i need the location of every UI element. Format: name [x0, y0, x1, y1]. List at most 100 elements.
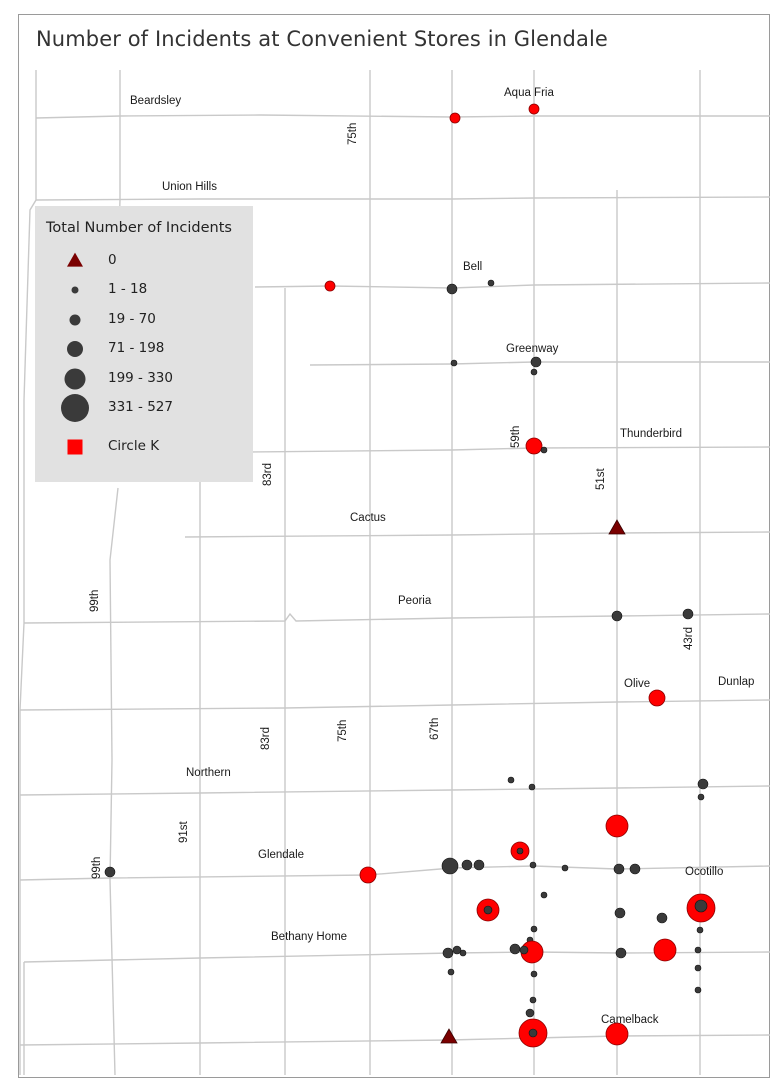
incident-store-marker[interactable] [697, 778, 709, 790]
label-greenway: Greenway [506, 343, 559, 355]
road-bethany-home [23, 951, 771, 963]
incident-store-marker[interactable] [611, 610, 623, 622]
incident-store-marker[interactable] [615, 947, 627, 959]
label-cactus: Cactus [350, 512, 386, 524]
legend-item-label: 71 - 198 [108, 340, 165, 356]
legend-circle-icon [64, 368, 86, 390]
incident-store-marker[interactable] [446, 283, 458, 295]
incident-store-marker[interactable] [540, 891, 548, 899]
road-beardsley [35, 114, 770, 119]
label-43rd: 43rd [683, 627, 695, 650]
circle-k-store-marker[interactable] [324, 280, 336, 292]
road-northern [19, 785, 771, 796]
road-union-hills [35, 196, 771, 201]
incident-store-marker[interactable] [447, 968, 455, 976]
incident-store-marker[interactable] [694, 946, 702, 954]
incident-store-marker[interactable] [540, 446, 548, 454]
circle-k-store-marker[interactable] [605, 1022, 629, 1046]
legend-item-label: 1 - 18 [108, 281, 148, 297]
incident-store-marker[interactable] [519, 945, 529, 955]
incident-store-marker[interactable] [516, 847, 524, 855]
incident-store-marker[interactable] [459, 949, 467, 957]
label-99th-south: 99th [91, 857, 103, 879]
circle-k-store-marker[interactable] [648, 689, 666, 707]
legend-triangle-icon [67, 252, 83, 267]
circle-k-store-marker[interactable] [528, 103, 540, 115]
label-peoria: Peoria [398, 595, 432, 607]
legend-circle-icon [69, 314, 81, 326]
incident-store-marker[interactable] [441, 857, 459, 875]
label-99th-north: 99th [89, 590, 101, 612]
incident-store-marker[interactable] [525, 1008, 535, 1018]
incident-store-marker[interactable] [656, 912, 668, 924]
label-75th-south: 75th [337, 720, 349, 742]
road-peoria [23, 612, 771, 624]
incident-store-marker[interactable] [461, 859, 473, 871]
circle-k-store-marker[interactable] [605, 814, 629, 838]
zero-incident-store-marker[interactable] [440, 1028, 458, 1044]
incident-store-marker[interactable] [487, 279, 495, 287]
legend-item-label: Circle K [108, 438, 160, 454]
zero-incident-store-marker[interactable] [608, 519, 626, 535]
circle-k-store-marker[interactable] [653, 938, 677, 962]
incident-store-marker[interactable] [613, 863, 625, 875]
label-59th: 59th [510, 426, 522, 448]
incident-store-marker[interactable] [529, 996, 537, 1004]
incident-store-marker[interactable] [694, 986, 702, 994]
label-aqua-fria: Aqua Fria [504, 87, 554, 99]
incident-store-marker[interactable] [614, 907, 626, 919]
label-union-hills: Union Hills [162, 181, 217, 193]
legend: Total Number of Incidents 0 1 - 18 19 - 70… [35, 206, 253, 482]
incident-store-marker[interactable] [694, 899, 708, 913]
incident-store-marker[interactable] [473, 859, 485, 871]
incident-store-marker[interactable] [104, 866, 116, 878]
label-ocotillo: Ocotillo [685, 866, 723, 878]
incident-store-marker[interactable] [507, 776, 515, 784]
incident-store-marker[interactable] [530, 970, 538, 978]
label-beardsley: Beardsley [130, 95, 181, 107]
road-greenway [309, 361, 770, 366]
street-labels: Beardsley Aqua Fria 75th Union Hills Bel… [89, 87, 754, 1026]
road-cactus [184, 531, 771, 538]
incident-store-marker[interactable] [530, 356, 542, 368]
circle-k-store-marker[interactable] [525, 437, 543, 455]
incident-store-marker[interactable] [483, 905, 493, 915]
incident-store-marker[interactable] [452, 945, 462, 955]
legend-circle-icon [61, 394, 89, 422]
label-51st: 51st [595, 467, 607, 490]
incident-store-marker[interactable] [694, 964, 702, 972]
map-title: Number of Incidents at Convenient Stores… [36, 27, 608, 51]
circle-k-store-marker[interactable] [449, 112, 461, 124]
label-olive: Olive [624, 678, 650, 690]
incident-store-marker[interactable] [509, 943, 521, 955]
incident-store-marker[interactable] [450, 359, 458, 367]
legend-item: 19 - 70 [35, 307, 253, 333]
incident-store-marker[interactable] [528, 1028, 538, 1038]
legend-item: 199 - 330 [35, 366, 253, 392]
legend-item: 331 - 527 [35, 394, 253, 422]
incident-store-marker[interactable] [561, 864, 569, 872]
legend-item-label: 0 [108, 252, 117, 268]
label-bethany-home: Bethany Home [271, 931, 347, 943]
legend-title: Total Number of Incidents [46, 220, 232, 236]
legend-item: 0 [35, 248, 253, 274]
legend-circle-icon [67, 341, 83, 357]
incident-store-marker[interactable] [629, 863, 641, 875]
incident-store-marker[interactable] [530, 925, 538, 933]
incident-store-marker[interactable] [529, 861, 537, 869]
incident-store-marker[interactable] [442, 947, 454, 959]
legend-square-icon [67, 439, 83, 455]
incident-store-marker[interactable] [528, 783, 536, 791]
label-75th-north: 75th [347, 123, 359, 145]
label-camelback: Camelback [601, 1014, 659, 1026]
store-markers[interactable] [104, 103, 716, 1048]
incident-store-marker[interactable] [696, 926, 704, 934]
incident-store-marker[interactable] [697, 793, 705, 801]
incident-store-marker[interactable] [682, 608, 694, 620]
legend-item-label: 331 - 527 [108, 399, 173, 415]
circle-k-store-marker[interactable] [359, 866, 377, 884]
incident-store-marker[interactable] [530, 368, 538, 376]
legend-item-label: 199 - 330 [108, 370, 173, 386]
